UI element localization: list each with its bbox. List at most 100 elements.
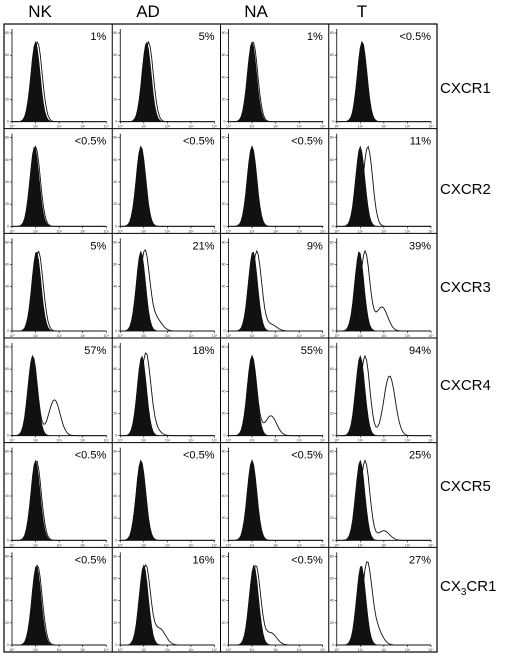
control-histogram-cxcr5-nk <box>11 459 108 541</box>
stained-histogram-cxcr2-na <box>228 145 323 227</box>
x-tick-label-cxcr2-t: 10⁰ <box>334 229 340 233</box>
y-tick-label-cxcr4-na: 0 <box>224 434 226 438</box>
y-tick-label-cxcr2-nk: 60 <box>5 158 9 162</box>
x-tick-label-cxcr1-na: 10² <box>273 125 279 129</box>
x-tick-label-cx3cr1-na: 10² <box>273 648 279 652</box>
x-tick-label-cxcr1-nk: 10⁰ <box>9 125 15 129</box>
x-tick-label-cxcr1-nk: 10³ <box>80 125 86 129</box>
x-tick-label-cxcr3-t: 10³ <box>405 334 411 338</box>
x-tick-label-cxcr2-nk: 10⁴ <box>104 229 110 233</box>
y-tick-label-cx3cr1-ad: 60 <box>113 577 117 581</box>
control-histogram-cxcr3-na <box>228 251 323 332</box>
percent-label-cxcr5-t: 25% <box>409 450 431 462</box>
x-tick-label-cxcr4-t: 10² <box>381 439 387 443</box>
x-tick-label-cxcr2-na: 10² <box>273 229 279 233</box>
percent-label-cx3cr1-t: 27% <box>409 554 431 566</box>
y-tick-label-cxcr5-ad: 0 <box>115 538 117 542</box>
y-tick-label-cx3cr1-na: 40 <box>222 599 226 603</box>
control-histogram-cxcr1-ad <box>119 41 215 122</box>
y-tick-label-cxcr1-ad: 80 <box>113 31 117 35</box>
x-tick-label-cxcr3-na: 10¹ <box>250 334 256 338</box>
percent-label-cxcr4-t: 94% <box>409 345 431 357</box>
y-tick-label-cxcr3-t: 40 <box>330 285 334 289</box>
x-tick-label-cx3cr1-nk: 10¹ <box>33 648 39 652</box>
x-tick-label-cxcr5-t: 10² <box>381 543 387 547</box>
y-tick-label-cxcr5-nk: 40 <box>5 494 9 498</box>
y-tick-label-cxcr5-na: 80 <box>222 450 226 454</box>
y-tick-label-cx3cr1-nk: 60 <box>5 577 9 581</box>
column-header-ad: AD <box>136 2 160 21</box>
x-tick-label-cxcr4-na: 10⁴ <box>320 439 326 443</box>
x-tick-label-cx3cr1-t: 10⁴ <box>428 648 434 652</box>
x-tick-label-cxcr4-t: 10⁴ <box>428 439 434 443</box>
x-tick-label-cxcr5-na: 10³ <box>297 543 303 547</box>
y-tick-label-cxcr3-na: 60 <box>222 263 226 267</box>
stained-histogram-cxcr1-t <box>336 40 431 123</box>
percent-label-cxcr5-na: <0.5% <box>291 450 323 462</box>
x-tick-label-cxcr5-ad: 10⁴ <box>212 543 218 547</box>
y-tick-label-cxcr4-na: 60 <box>222 367 226 371</box>
y-tick-label-cxcr5-ad: 80 <box>113 450 117 454</box>
y-tick-label-cxcr4-t: 40 <box>330 389 334 393</box>
x-tick-label-cxcr3-ad: 10³ <box>188 334 194 338</box>
y-tick-label-cxcr4-ad: 20 <box>113 412 117 416</box>
x-tick-label-cx3cr1-ad: 10⁴ <box>212 648 218 652</box>
x-tick-label-cxcr2-ad: 10¹ <box>141 229 147 233</box>
y-tick-label-cxcr2-na: 20 <box>222 202 226 206</box>
x-tick-label-cxcr4-t: 10³ <box>405 439 411 443</box>
y-tick-label-cxcr2-ad: 40 <box>113 180 117 184</box>
x-tick-label-cxcr4-ad: 10³ <box>188 439 194 443</box>
x-tick-label-cxcr5-na: 10⁰ <box>226 543 232 547</box>
x-tick-label-cxcr2-ad: 10³ <box>188 229 194 233</box>
x-tick-label-cxcr4-ad: 10¹ <box>141 439 147 443</box>
y-tick-label-cxcr4-nk: 0 <box>7 434 9 438</box>
x-tick-label-cxcr3-ad: 10² <box>165 334 171 338</box>
x-tick-label-cxcr2-na: 10³ <box>297 229 303 233</box>
y-tick-label-cxcr4-ad: 60 <box>113 367 117 371</box>
y-tick-label-cxcr3-t: 20 <box>330 307 334 311</box>
y-tick-label-cxcr4-nk: 80 <box>5 345 9 349</box>
control-histogram-cxcr4-t <box>335 354 432 436</box>
control-histogram-cx3cr1-ad <box>120 564 215 646</box>
x-tick-label-cxcr5-nk: 10⁰ <box>9 543 15 547</box>
x-tick-label-cxcr5-na: 10⁴ <box>320 543 326 547</box>
y-tick-label-cxcr3-ad: 20 <box>113 307 117 311</box>
percent-label-cxcr4-nk: 57% <box>84 345 106 357</box>
y-tick-label-cxcr5-nk: 0 <box>7 538 9 542</box>
x-tick-label-cx3cr1-ad: 10³ <box>188 648 194 652</box>
y-tick-label-cxcr5-t: 20 <box>330 516 334 520</box>
x-tick-label-cxcr4-nk: 10⁴ <box>104 439 110 443</box>
stained-histogram-cxcr5-ad <box>120 459 215 541</box>
y-tick-label-cxcr1-nk: 0 <box>7 120 9 124</box>
x-tick-label-cxcr5-na: 10² <box>273 543 279 547</box>
y-tick-label-cxcr2-na: 60 <box>222 158 226 162</box>
x-tick-label-cxcr5-ad: 10⁰ <box>118 543 124 547</box>
row-label-cxcr5: CXCR5 <box>440 478 491 495</box>
percent-label-cx3cr1-na: <0.5% <box>291 554 323 566</box>
x-tick-label-cxcr2-nk: 10¹ <box>33 229 39 233</box>
x-tick-label-cxcr4-t: 10⁰ <box>334 439 340 443</box>
y-tick-label-cxcr2-nk: 0 <box>7 224 9 228</box>
y-tick-label-cxcr3-nk: 80 <box>5 240 9 244</box>
stained-histogram-cxcr4-t <box>336 354 431 437</box>
y-tick-label-cx3cr1-nk: 80 <box>5 554 9 558</box>
stained-histogram-cxcr3-t <box>336 249 431 332</box>
x-tick-label-cxcr2-t: 10³ <box>405 229 411 233</box>
y-tick-label-cx3cr1-nk: 40 <box>5 599 9 603</box>
x-tick-label-cxcr4-t: 10¹ <box>358 439 364 443</box>
y-tick-label-cx3cr1-nk: 20 <box>5 621 9 625</box>
y-tick-label-cxcr3-nk: 20 <box>5 307 9 311</box>
percent-label-cxcr5-nk: <0.5% <box>75 450 107 462</box>
x-tick-label-cx3cr1-na: 10⁴ <box>320 648 326 652</box>
y-tick-label-cxcr4-nk: 40 <box>5 389 9 393</box>
y-tick-label-cxcr1-ad: 60 <box>113 53 117 57</box>
x-tick-label-cxcr4-nk: 10¹ <box>33 439 39 443</box>
y-tick-label-cxcr4-na: 80 <box>222 345 226 349</box>
x-tick-label-cxcr1-na: 10³ <box>297 125 303 129</box>
stained-histogram-cxcr2-ad <box>120 145 215 227</box>
stained-histogram-cx3cr1-na <box>228 565 323 646</box>
y-tick-label-cxcr1-nk: 60 <box>5 53 9 57</box>
x-tick-label-cx3cr1-nk: 10⁴ <box>104 648 110 652</box>
y-tick-label-cxcr4-ad: 0 <box>115 434 117 438</box>
